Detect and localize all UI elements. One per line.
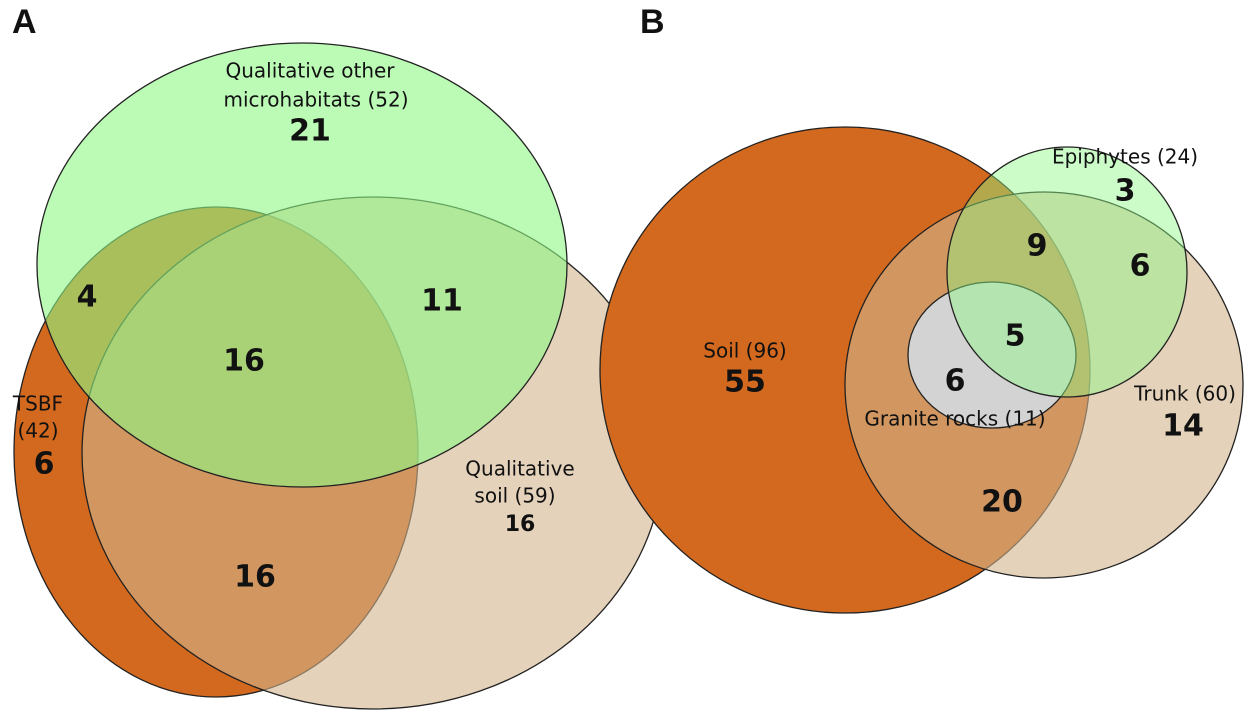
region-count: 6 [1130,249,1151,284]
set-label: TSBF [12,392,63,416]
region-count: 16 [234,560,276,595]
set-label: Qualitative other [225,59,395,83]
set-label: Soil (96) [703,339,786,363]
region-count: 9 [1027,229,1048,264]
panel-label: A [12,3,37,41]
region-count: 4 [77,280,98,315]
set-label: Qualitative [465,457,574,481]
qualitative-other-set [36,42,568,488]
region-count: 6 [945,364,966,399]
region-count: 55 [724,365,766,400]
region-count: 6 [34,447,55,482]
region-count: 16 [223,344,265,379]
set-label: Epiphytes (24) [1052,145,1198,169]
region-count: 20 [981,485,1023,520]
region-count: 21 [289,114,331,149]
granite-set [907,281,1077,429]
set-label: Granite rocks (11) [864,407,1045,431]
region-count: 14 [1162,409,1204,444]
panel-label: B [640,3,665,41]
set-label: Trunk (60) [1133,382,1236,406]
region-count: 16 [505,512,536,537]
region-count: 11 [421,284,463,319]
set-label: (42) [17,419,58,443]
epiphytes-set [946,146,1188,398]
set-label: microhabitats (52) [223,88,408,112]
region-count: 3 [1115,174,1136,209]
set-label: soil (59) [474,484,555,508]
region-count: 5 [1005,319,1026,354]
